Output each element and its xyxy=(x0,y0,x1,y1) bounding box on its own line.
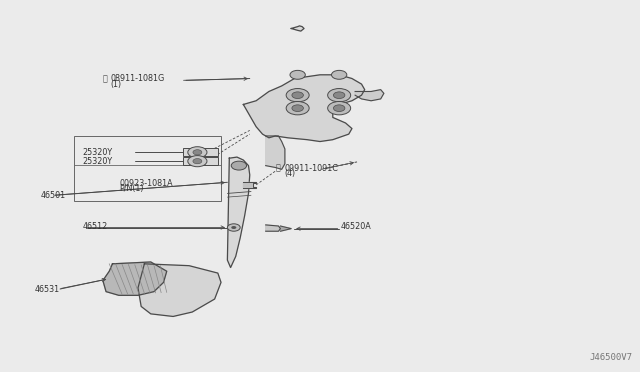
Circle shape xyxy=(290,70,305,79)
Circle shape xyxy=(193,150,202,155)
Circle shape xyxy=(333,92,345,99)
Circle shape xyxy=(332,70,347,79)
Polygon shape xyxy=(138,264,221,317)
Text: 46520A: 46520A xyxy=(340,222,371,231)
Polygon shape xyxy=(266,225,280,231)
Circle shape xyxy=(292,105,303,112)
Polygon shape xyxy=(291,26,304,31)
Circle shape xyxy=(231,226,236,229)
Polygon shape xyxy=(103,262,167,295)
Text: (1): (1) xyxy=(111,80,122,89)
Polygon shape xyxy=(355,90,384,101)
Text: 00923-1081A: 00923-1081A xyxy=(120,179,173,187)
Circle shape xyxy=(193,158,202,164)
Polygon shape xyxy=(280,226,291,231)
Circle shape xyxy=(188,147,207,158)
Circle shape xyxy=(328,102,351,115)
Text: ⓝ: ⓝ xyxy=(276,164,281,173)
Polygon shape xyxy=(243,75,365,141)
Circle shape xyxy=(227,224,240,231)
Text: 08911-1081G: 08911-1081G xyxy=(111,74,164,83)
Text: ⓝ: ⓝ xyxy=(102,74,107,83)
Circle shape xyxy=(286,102,309,115)
Text: (4): (4) xyxy=(284,169,296,178)
Text: 25320Y: 25320Y xyxy=(83,157,113,166)
Text: J46500V7: J46500V7 xyxy=(590,353,633,362)
Bar xyxy=(182,157,218,165)
Polygon shape xyxy=(243,182,256,188)
Text: 46531: 46531 xyxy=(35,285,60,294)
Polygon shape xyxy=(266,136,285,169)
Circle shape xyxy=(333,105,345,112)
Circle shape xyxy=(292,92,303,99)
Circle shape xyxy=(231,161,246,170)
Circle shape xyxy=(286,89,309,102)
Text: 46512: 46512 xyxy=(83,222,108,231)
Circle shape xyxy=(328,89,351,102)
Circle shape xyxy=(188,155,207,167)
Bar xyxy=(182,148,218,156)
Text: 46501: 46501 xyxy=(41,191,66,200)
Text: 09911-1091C: 09911-1091C xyxy=(284,164,338,173)
Polygon shape xyxy=(227,157,250,267)
Text: 25320Y: 25320Y xyxy=(83,148,113,157)
Text: P/N(1): P/N(1) xyxy=(120,184,144,193)
Bar xyxy=(74,136,221,201)
